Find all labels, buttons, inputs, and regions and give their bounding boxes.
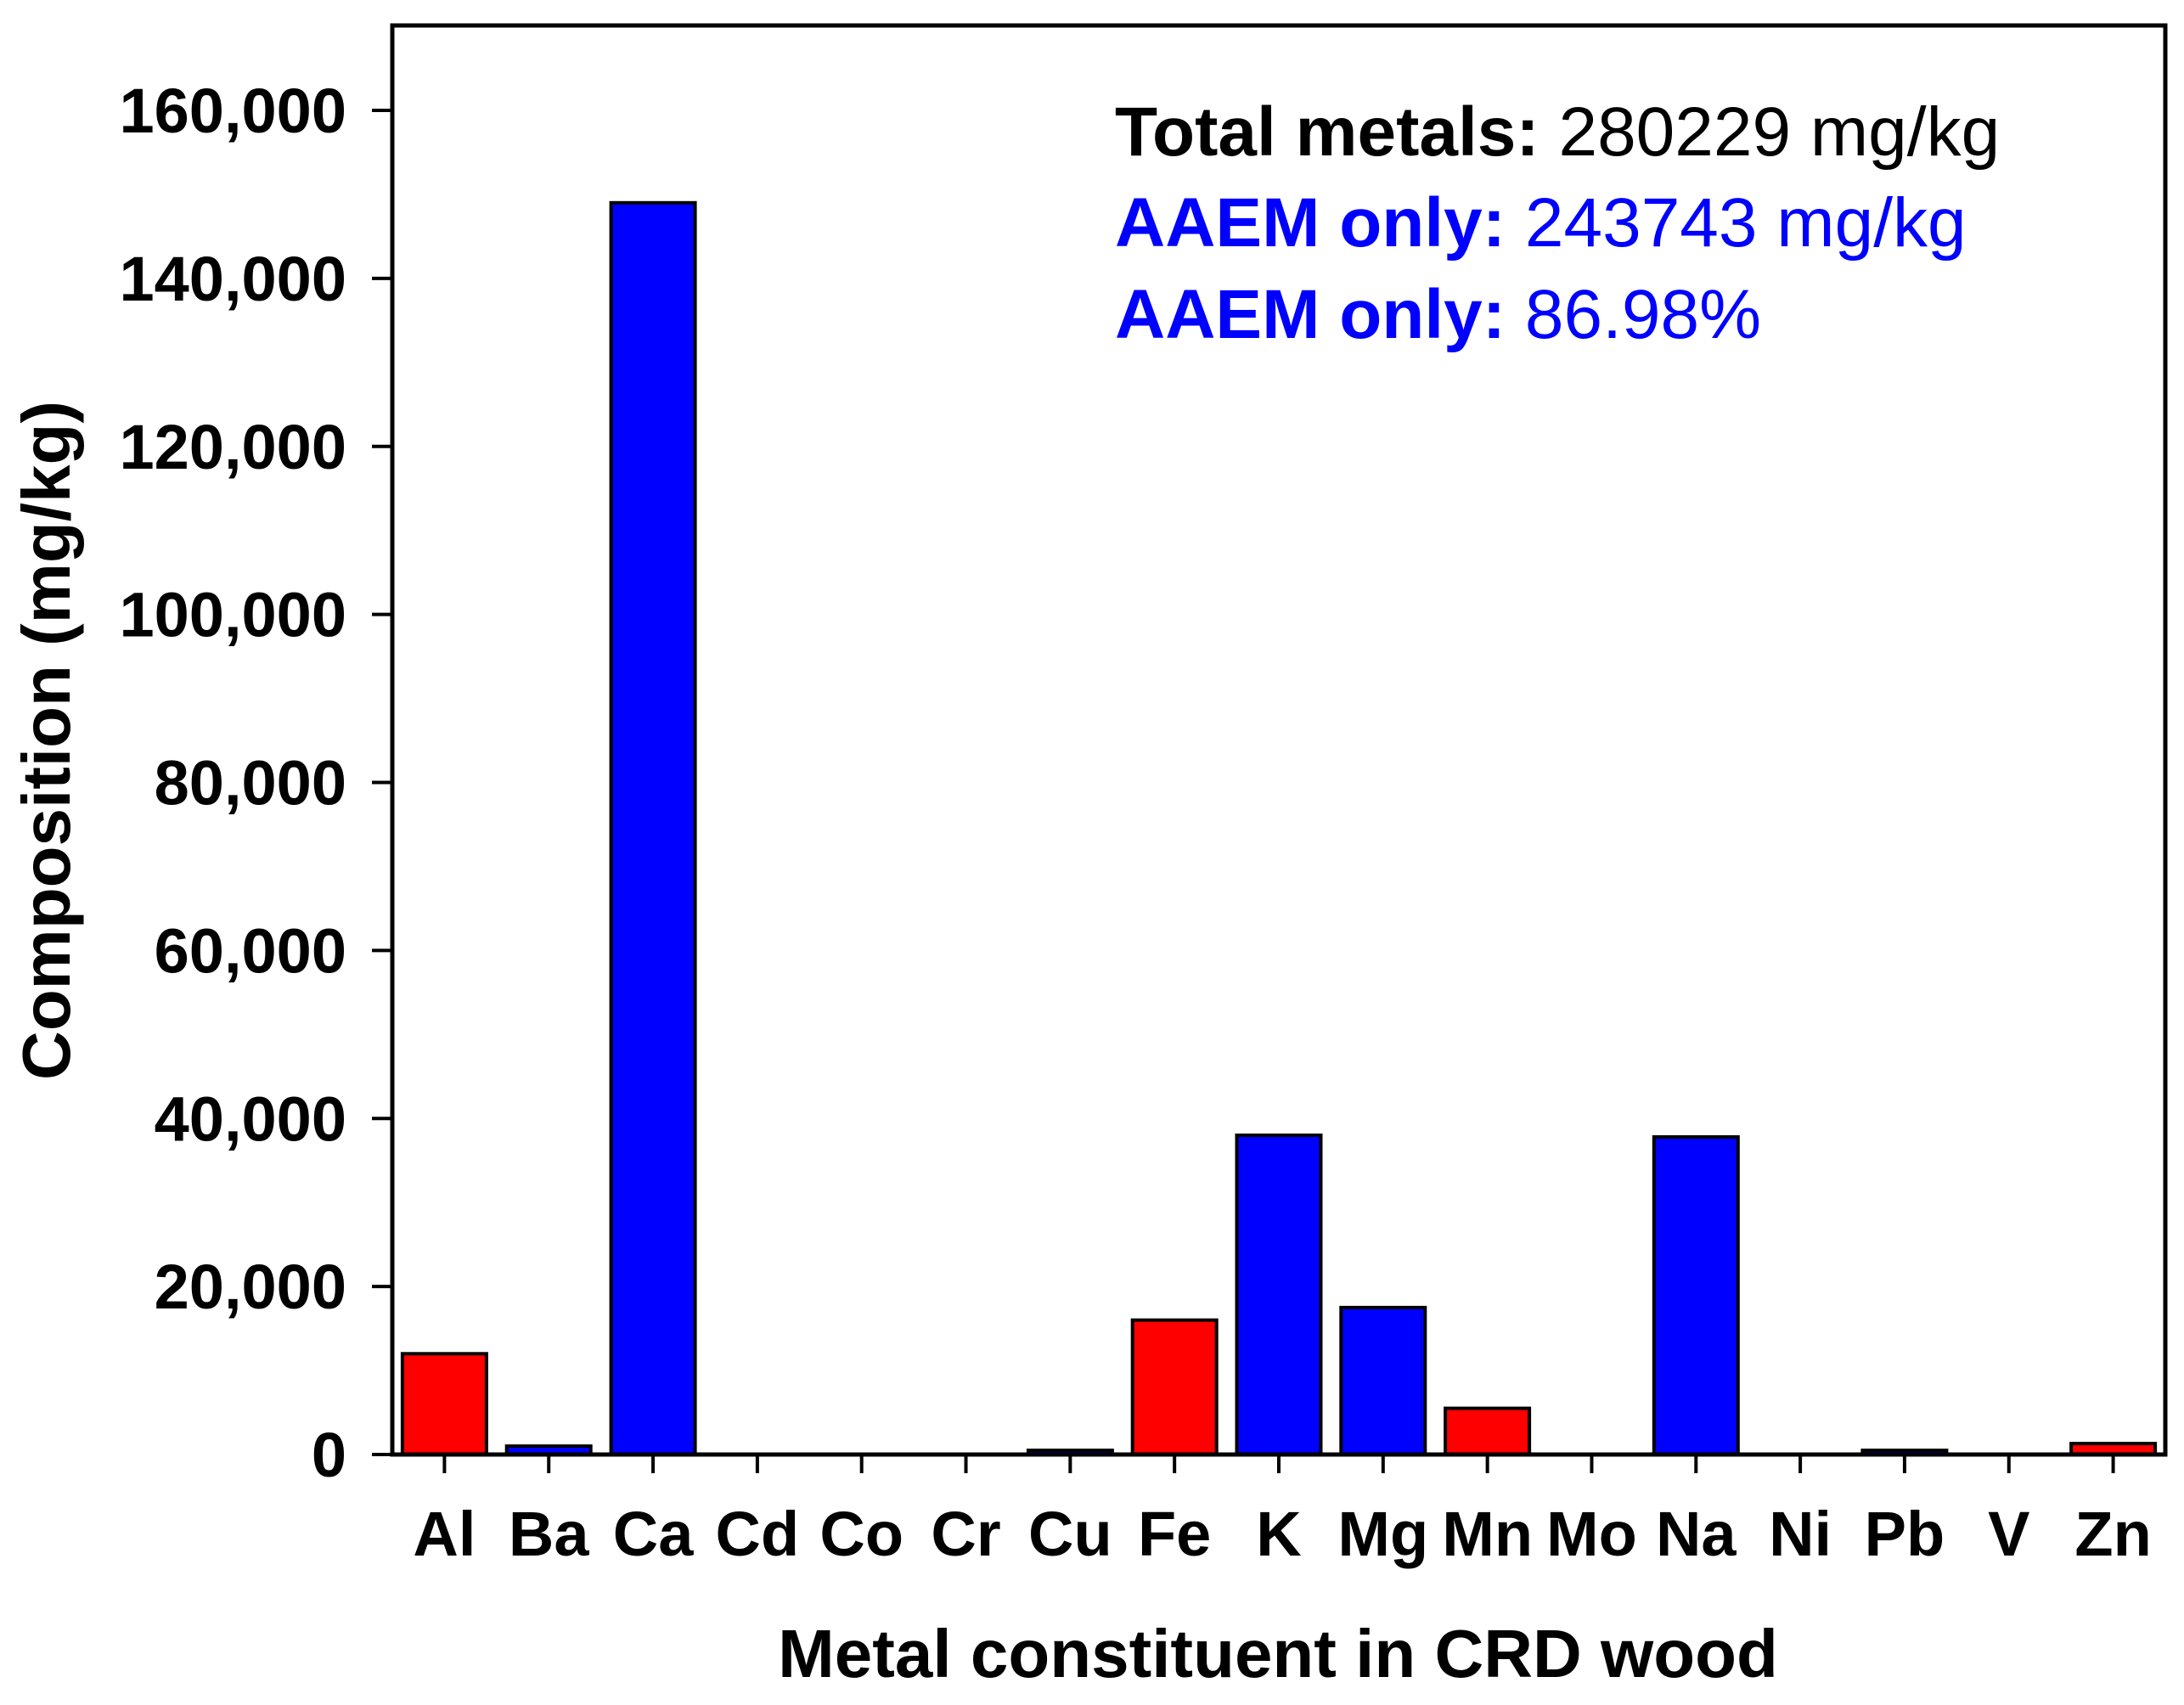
y-axis-title: Composition (mg/kg) [8,401,84,1080]
x-tick-label: Mg [1337,1499,1428,1569]
x-tick-label: Cr [931,1499,1000,1569]
x-tick-label: Fe [1138,1499,1211,1569]
y-tick-label: 100,000 [120,580,347,650]
bar-ca [609,200,697,1456]
x-tick-label: Ba [509,1499,589,1569]
x-tick-label: Ca [613,1499,694,1569]
annotation-line: AAEM only: 243743 mg/kg [1115,184,1967,262]
bars-group [400,200,2158,1457]
bar-al [400,1352,488,1457]
y-tick-label: 120,000 [120,412,347,482]
bar-na [1652,1135,1740,1456]
bar-k [1235,1134,1323,1456]
x-tick-label: Pb [1865,1499,1945,1569]
x-tick-label: Ni [1769,1499,1832,1569]
annotation-value: 86.98% [1506,276,1761,353]
annotation-label: AAEM only: [1115,276,1506,353]
y-tick-label: 60,000 [155,915,346,986]
annotation-label: Total metals: [1115,93,1539,171]
y-tick-label: 140,000 [120,244,347,314]
annotation-line: AAEM only: 86.98% [1115,276,1761,353]
y-tick-label: 80,000 [155,748,346,819]
annotation-value: 280229 mg/kg [1539,93,2001,171]
x-axis: Al Ba Ca Cd Co Cr Cu Fe K Mg Mn Mo Na Ni Pb V Zn [413,1455,2152,1569]
x-axis-title: Metal constituent in CRD wood [778,1616,1778,1691]
y-tick-label: 160,000 [120,76,347,146]
x-tick-label: Cu [1028,1499,1112,1569]
bar-fe [1130,1318,1219,1456]
x-tick-label: Mn [1442,1499,1533,1569]
annotation-value: 243743 mg/kg [1506,184,1967,262]
y-tick-label: 40,000 [155,1083,346,1154]
bar-mn [1444,1406,1532,1456]
annotations: Total metals: 280229 mg/kg AAEM only: 243… [1115,93,2000,353]
x-tick-label: Mo [1546,1499,1637,1569]
y-tick-label: 20,000 [155,1252,346,1322]
y-tick-label: 0 [312,1420,346,1490]
x-tick-label: Al [413,1499,476,1569]
x-tick-label: Zn [2074,1499,2151,1569]
x-tick-label: K [1256,1499,1301,1569]
annotation-label: AAEM only: [1115,184,1506,262]
y-axis: 0 20,000 40,000 60,000 80,000 100,000 120,000 1… [120,76,392,1490]
annotation-line: Total metals: 280229 mg/kg [1115,93,2000,171]
x-tick-label: V [1988,1499,2029,1569]
x-tick-label: Cd [716,1499,800,1569]
bar-mg [1339,1305,1427,1457]
x-tick-label: Co [819,1499,903,1569]
x-tick-label: Na [1656,1499,1737,1569]
